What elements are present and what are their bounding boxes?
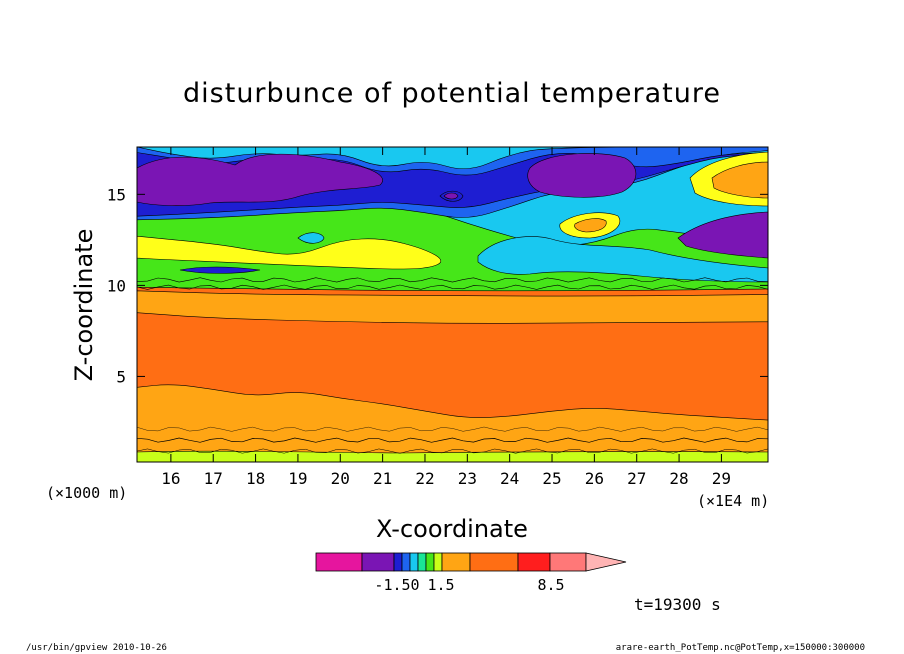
x-tick-label: 19 — [288, 469, 307, 488]
colorbar-swatch — [517, 552, 551, 572]
layer-yellow-mid — [137, 235, 442, 270]
contour-line — [137, 277, 768, 283]
colorbar-arrow — [585, 552, 627, 572]
x-tick-label: 22 — [415, 469, 434, 488]
contour-orange-right — [711, 161, 768, 199]
x-tick-label: 25 — [542, 469, 561, 488]
contour-purple-right — [677, 211, 768, 259]
colorbar-swatch — [315, 552, 363, 572]
x-tick-label: 20 — [331, 469, 350, 488]
contour-line — [137, 437, 768, 443]
footer-right: arare-earth_PotTemp.nc@PotTemp,x=150000:… — [616, 643, 865, 653]
contour-blue-left — [179, 266, 261, 274]
contour-yellow-bottom — [137, 450, 768, 462]
x-tick-label: 27 — [627, 469, 646, 488]
x-axis-label: X-coordinate — [376, 515, 528, 543]
contour-features — [137, 151, 768, 462]
x-tick-label: 16 — [161, 469, 180, 488]
y-axis-label: Z-coordinate — [70, 229, 98, 382]
contour-line — [137, 426, 768, 432]
contour-orange-center — [574, 218, 607, 233]
colorbar-label: 1.5 — [427, 576, 454, 594]
x-tick-label: 29 — [712, 469, 731, 488]
x-tick-label: 21 — [373, 469, 392, 488]
colorbar-swatch — [469, 552, 519, 572]
colorbar-swatch — [549, 552, 587, 572]
plot-area — [137, 147, 768, 462]
colorbar-swatch — [433, 552, 443, 572]
contour-noise-lines — [137, 277, 768, 454]
contour-line — [137, 284, 768, 290]
contour-purple-center — [527, 153, 637, 198]
colorbar-label: -1.50 — [374, 576, 419, 594]
contour-purple-left — [137, 153, 383, 206]
y-tick-label: 15 — [107, 185, 126, 204]
colorbar-swatch — [425, 552, 435, 572]
x-tick-label: 26 — [585, 469, 604, 488]
layer-darkorange-core — [137, 312, 768, 421]
contour-line — [137, 448, 768, 454]
chart-title: disturbunce of potential temperature — [183, 78, 721, 109]
y-axis: 5 10 15 — [107, 185, 768, 386]
colorbar: -1.50 1.5 8.5 — [315, 552, 627, 594]
y-tick-label: 10 — [107, 276, 126, 295]
colorbar-swatch — [417, 552, 427, 572]
contour-cyan-small — [297, 232, 325, 244]
colorbar-swatch — [393, 552, 403, 572]
x-tick-label: 23 — [458, 469, 477, 488]
plot-frame — [136, 146, 769, 463]
x-unit-right: (×1E4 m) — [697, 492, 769, 510]
x-unit-left: (×1000 m) — [46, 484, 127, 502]
colorbar-swatch — [361, 552, 395, 572]
footer-left: /usr/bin/gpview 2010-10-26 — [26, 643, 167, 653]
time-label: t=19300 s — [634, 595, 721, 614]
y-tick-label: 5 — [116, 367, 126, 386]
x-axis: 16 17 18 19 20 21 22 23 24 25 26 27 28 29 — [161, 147, 731, 488]
x-tick-label: 28 — [669, 469, 688, 488]
colorbar-swatch — [409, 552, 419, 572]
contour-purple-small — [443, 192, 459, 200]
colorbar-swatch — [401, 552, 411, 572]
x-tick-label: 18 — [246, 469, 265, 488]
x-tick-label: 24 — [500, 469, 519, 488]
colorbar-swatch — [441, 552, 471, 572]
x-tick-label: 17 — [204, 469, 223, 488]
contour-cyan-mid — [477, 236, 768, 283]
colorbar-label: 8.5 — [537, 576, 564, 594]
